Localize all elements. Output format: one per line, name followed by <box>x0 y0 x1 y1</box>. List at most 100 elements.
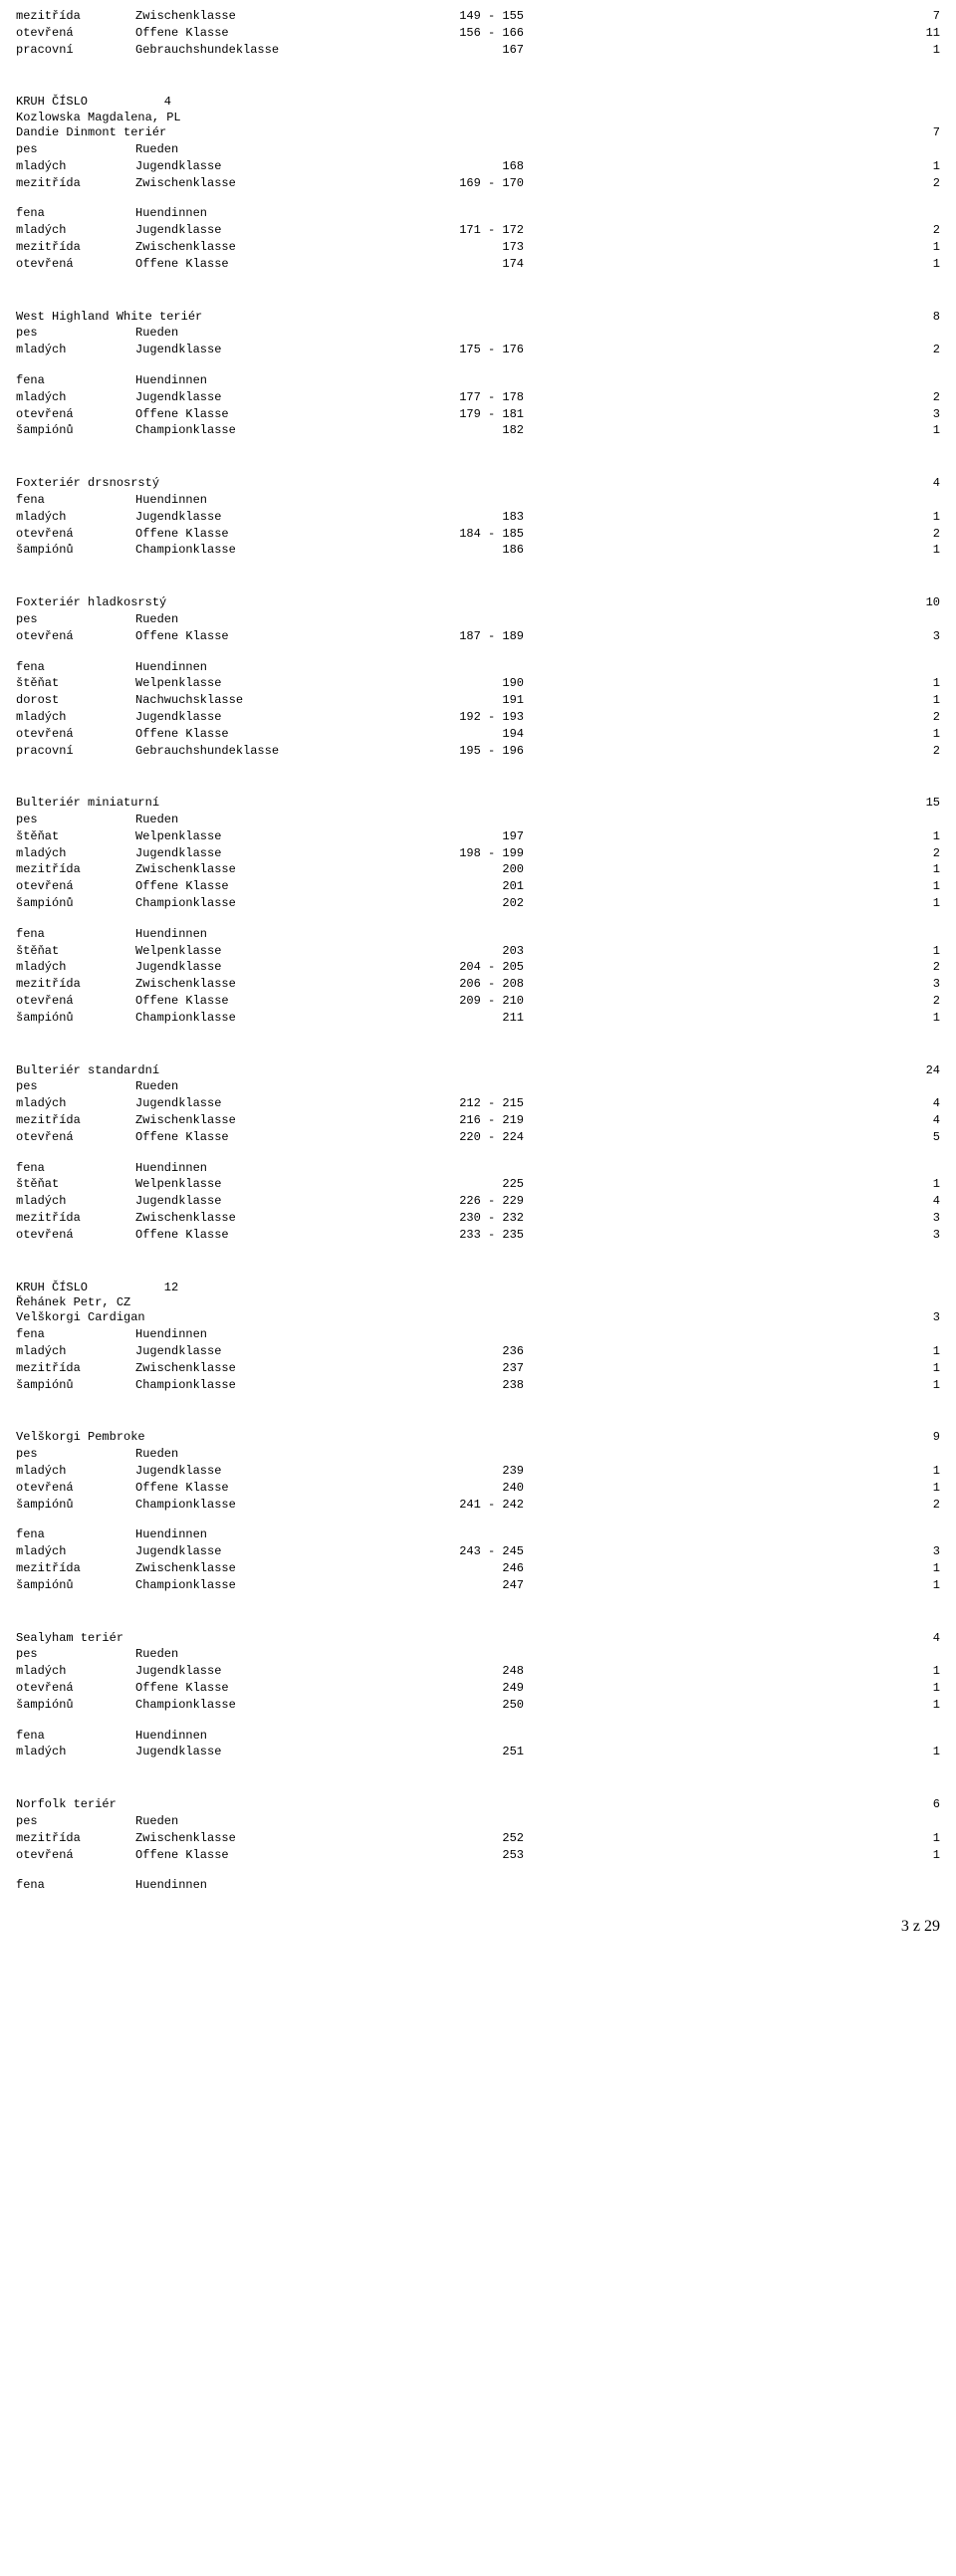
number-range: 168 <box>394 158 524 175</box>
number-range: 212 - 215 <box>394 1095 524 1112</box>
sex-header: fenaHuendinnen <box>16 659 940 676</box>
count: 1 <box>524 726 940 743</box>
class-de: Zwischenklasse <box>135 239 394 256</box>
class-de: Offene Klasse <box>135 726 394 743</box>
count: 2 <box>524 222 940 239</box>
breed-name: Sealyham teriér <box>16 1630 933 1647</box>
number-range: 177 - 178 <box>394 389 524 406</box>
class-cz: mezitřída <box>16 8 135 25</box>
class-row: mladýchJugendklasse198 - 1992 <box>16 845 940 862</box>
class-row: mladýchJugendklasse2361 <box>16 1343 940 1360</box>
sex-cz: fena <box>16 1160 135 1177</box>
ring-number: 12 <box>135 1280 178 1296</box>
judge-name: Kozlowska Magdalena, PL <box>16 111 940 124</box>
sex-de: Huendinnen <box>135 1326 394 1343</box>
count: 4 <box>524 1112 940 1129</box>
class-cz: šampiónů <box>16 1377 135 1394</box>
spacer <box>16 1513 940 1526</box>
class-cz: mezitřída <box>16 1112 135 1129</box>
class-row: mladýchJugendklasse212 - 2154 <box>16 1095 940 1112</box>
sex-header: fenaHuendinnen <box>16 1728 940 1745</box>
class-cz: otevřená <box>16 1227 135 1244</box>
class-row: štěňatWelpenklasse2251 <box>16 1176 940 1193</box>
number-range: 173 <box>394 239 524 256</box>
breed-header: Velškorgi Pembroke9 <box>16 1429 940 1446</box>
class-de: Offene Klasse <box>135 1129 394 1146</box>
class-de: Zwischenklasse <box>135 861 394 878</box>
class-de: Offene Klasse <box>135 256 394 273</box>
class-de: Jugendklasse <box>135 222 394 239</box>
spacer <box>16 58 940 94</box>
breed-header: West Highland White teriér8 <box>16 309 940 326</box>
count: 4 <box>524 1193 940 1210</box>
class-cz: šampiónů <box>16 895 135 912</box>
class-row: otevřenáOffene Klasse187 - 1893 <box>16 628 940 645</box>
class-row: mezitřídaZwischenklasse2371 <box>16 1360 940 1377</box>
class-row: šampiónůChampionklasse2021 <box>16 895 940 912</box>
class-row: otevřenáOffene Klasse184 - 1852 <box>16 526 940 543</box>
class-de: Offene Klasse <box>135 1680 394 1697</box>
class-row: šampiónůChampionklasse241 - 2422 <box>16 1497 940 1514</box>
breed-header: Bulteriér standardní24 <box>16 1062 940 1079</box>
class-row: šampiónůChampionklasse1861 <box>16 542 940 559</box>
sex-header: pesRueden <box>16 812 940 828</box>
sex-de: Huendinnen <box>135 1877 394 1894</box>
class-cz: otevřená <box>16 406 135 423</box>
class-de: Championklasse <box>135 542 394 559</box>
class-row: mladýchJugendklasse243 - 2453 <box>16 1543 940 1560</box>
sex-header: pesRueden <box>16 1646 940 1663</box>
class-de: Jugendklasse <box>135 389 394 406</box>
count: 7 <box>524 8 940 25</box>
number-range: 236 <box>394 1343 524 1360</box>
number-range: 198 - 199 <box>394 845 524 862</box>
class-row: mezitřídaZwischenklasse1731 <box>16 239 940 256</box>
count: 2 <box>524 526 940 543</box>
count: 1 <box>524 1480 940 1497</box>
class-row: mladýchJugendklasse226 - 2294 <box>16 1193 940 1210</box>
class-de: Offene Klasse <box>135 878 394 895</box>
class-cz: šampiónů <box>16 422 135 439</box>
sex-de: Rueden <box>135 1813 394 1830</box>
number-range: 206 - 208 <box>394 976 524 993</box>
class-row: pracovníGebrauchshundeklasse1671 <box>16 42 940 59</box>
spacer <box>16 645 940 659</box>
class-de: Offene Klasse <box>135 628 394 645</box>
class-cz: štěňat <box>16 943 135 960</box>
class-cz: mladých <box>16 158 135 175</box>
class-de: Jugendklasse <box>135 1095 394 1112</box>
class-de: Championklasse <box>135 1010 394 1027</box>
class-row: mezitřídaZwischenklasse2001 <box>16 861 940 878</box>
class-cz: mladých <box>16 1543 135 1560</box>
number-range: 238 <box>394 1377 524 1394</box>
number-range: 179 - 181 <box>394 406 524 423</box>
spacer <box>16 1594 940 1630</box>
number-range: 156 - 166 <box>394 25 524 42</box>
count: 3 <box>524 1543 940 1560</box>
class-row: otevřenáOffene Klasse2011 <box>16 878 940 895</box>
count: 1 <box>524 895 940 912</box>
class-de: Welpenklasse <box>135 1176 394 1193</box>
count: 3 <box>524 976 940 993</box>
count: 1 <box>524 1830 940 1847</box>
sex-header: pesRueden <box>16 1813 940 1830</box>
spacer <box>16 1760 940 1796</box>
sex-de: Rueden <box>135 1646 394 1663</box>
class-cz: mezitřída <box>16 861 135 878</box>
class-de: Jugendklasse <box>135 845 394 862</box>
count: 1 <box>524 692 940 709</box>
spacer <box>16 191 940 205</box>
sex-header: fenaHuendinnen <box>16 492 940 509</box>
class-cz: otevřená <box>16 878 135 895</box>
sex-cz: fena <box>16 1326 135 1343</box>
sex-de: Huendinnen <box>135 205 394 222</box>
count: 2 <box>524 993 940 1010</box>
class-de: Welpenklasse <box>135 828 394 845</box>
count: 2 <box>524 175 940 192</box>
sex-cz: pes <box>16 812 135 828</box>
sex-cz: fena <box>16 1526 135 1543</box>
class-cz: pracovní <box>16 743 135 760</box>
sex-cz: pes <box>16 1813 135 1830</box>
class-cz: šampiónů <box>16 1577 135 1594</box>
class-row: štěňatWelpenklasse2031 <box>16 943 940 960</box>
count: 2 <box>524 743 940 760</box>
